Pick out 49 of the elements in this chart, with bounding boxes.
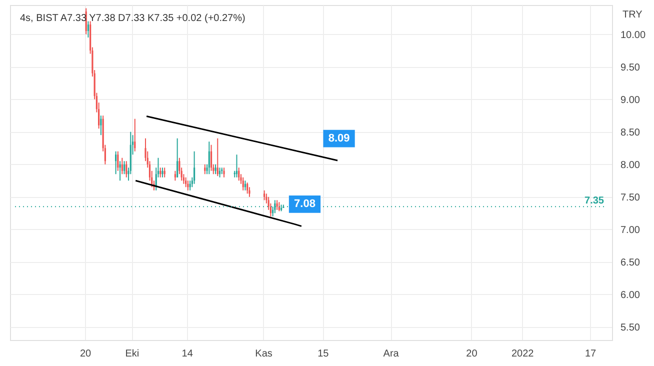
candlestick: [126, 160, 128, 178]
candlestick: [176, 138, 178, 178]
candlestick: [278, 202, 280, 212]
y-tick-label: 5.50: [620, 322, 640, 334]
y-tick-label: 7.00: [620, 224, 640, 236]
candlestick: [210, 144, 212, 172]
candlestick: [174, 170, 176, 182]
candlestick: [242, 176, 244, 191]
candlestick: [114, 150, 117, 175]
candlestick: [238, 167, 240, 182]
candlestick: [123, 160, 126, 175]
candlestick: [193, 150, 196, 184]
y-tick-label: 10.00: [620, 30, 646, 41]
y-tick-label: 6.50: [620, 257, 640, 268]
x-tick-label: 15: [318, 348, 330, 360]
x-tick-label: Ara: [383, 348, 400, 360]
x-tick-label: 14: [182, 348, 194, 360]
y-tick-label: 8.50: [620, 127, 640, 138]
candlestick: [119, 160, 121, 182]
x-tick-label: Kas: [255, 348, 272, 360]
y-tick-label: 8.00: [620, 160, 640, 171]
y-tick-label: 7.50: [620, 192, 640, 204]
candlestick: [214, 164, 216, 175]
x-tick-label: 17: [584, 348, 597, 360]
x-tick-label: 20: [466, 348, 478, 360]
annotation: 7.08: [294, 198, 316, 210]
y-tick-label: 9.00: [620, 94, 640, 106]
candlestick: [100, 115, 102, 136]
candlestick: [248, 186, 250, 198]
candlestick: [117, 150, 119, 172]
candlestick: [121, 157, 123, 175]
y-axis-title: TRY: [622, 10, 643, 20]
candlestick: [185, 176, 187, 188]
candlestick: [223, 167, 225, 178]
y-tick-label: 9.50: [620, 62, 640, 74]
candlestick: [134, 118, 136, 152]
candlestick: [204, 164, 206, 175]
ref-line-label: 7.35: [584, 196, 604, 207]
y-tick-label: 6.00: [620, 290, 640, 301]
x-tick-label: Eki: [125, 348, 140, 360]
x-tick-label: 2022: [512, 348, 534, 360]
candlestick: [264, 190, 266, 201]
candlestick: [162, 167, 164, 178]
candlestick: [208, 141, 210, 175]
candlestick: [87, 20, 90, 38]
x-tick-label: 20: [80, 348, 92, 360]
candlestick: [216, 138, 218, 177]
annotation: 8.09: [328, 132, 350, 145]
candlestick: [246, 182, 248, 194]
